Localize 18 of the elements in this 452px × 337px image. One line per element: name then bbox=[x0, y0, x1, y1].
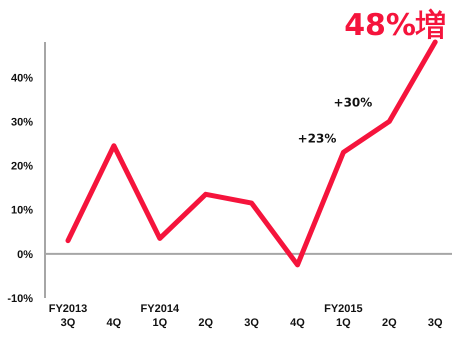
x-tick-label: 3Q bbox=[243, 316, 260, 330]
x-tick-label: FY2014 1Q bbox=[140, 302, 180, 330]
x-tick-label: 2Q bbox=[197, 316, 214, 330]
data-label: 48%増 bbox=[344, 8, 446, 43]
y-tick-label: -10% bbox=[7, 293, 34, 305]
y-tick-label: 20% bbox=[10, 160, 34, 173]
y-tick-label: 10% bbox=[10, 204, 34, 217]
x-tick-label: 2Q bbox=[380, 316, 398, 330]
x-tick-label: FY2015 1Q bbox=[323, 302, 364, 330]
x-tick-label: 3Q bbox=[426, 316, 444, 330]
data-label: +23% bbox=[298, 131, 336, 146]
y-tick-label: 0% bbox=[17, 248, 34, 261]
y-tick-label: 30% bbox=[10, 116, 34, 128]
x-tick-label: FY2013 3Q bbox=[48, 302, 88, 330]
data-label: +30% bbox=[334, 95, 372, 110]
x-tick-label: 4Q bbox=[106, 316, 122, 330]
y-tick-label: 40% bbox=[10, 72, 34, 84]
x-tick-label: 4Q bbox=[289, 316, 306, 330]
